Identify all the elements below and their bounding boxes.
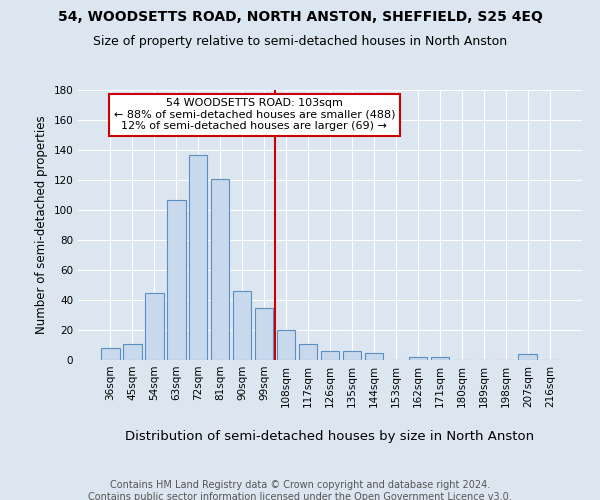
Bar: [145, 292, 164, 360]
Bar: [518, 354, 537, 360]
Bar: [320, 351, 340, 360]
Bar: [431, 357, 449, 360]
Text: 54 WOODSETTS ROAD: 103sqm
← 88% of semi-detached houses are smaller (488)
12% of: 54 WOODSETTS ROAD: 103sqm ← 88% of semi-…: [113, 98, 395, 132]
Bar: [343, 351, 361, 360]
Text: 54, WOODSETTS ROAD, NORTH ANSTON, SHEFFIELD, S25 4EQ: 54, WOODSETTS ROAD, NORTH ANSTON, SHEFFI…: [58, 10, 542, 24]
Bar: [277, 330, 295, 360]
Bar: [409, 357, 427, 360]
Bar: [255, 308, 274, 360]
Bar: [299, 344, 317, 360]
Bar: [189, 154, 208, 360]
Text: Size of property relative to semi-detached houses in North Anston: Size of property relative to semi-detach…: [93, 35, 507, 48]
Text: Distribution of semi-detached houses by size in North Anston: Distribution of semi-detached houses by …: [125, 430, 535, 443]
Bar: [233, 291, 251, 360]
Bar: [101, 348, 119, 360]
Bar: [167, 200, 185, 360]
Bar: [365, 352, 383, 360]
Y-axis label: Number of semi-detached properties: Number of semi-detached properties: [35, 116, 48, 334]
Bar: [211, 178, 229, 360]
Bar: [123, 344, 142, 360]
Text: Contains HM Land Registry data © Crown copyright and database right 2024.
Contai: Contains HM Land Registry data © Crown c…: [88, 480, 512, 500]
